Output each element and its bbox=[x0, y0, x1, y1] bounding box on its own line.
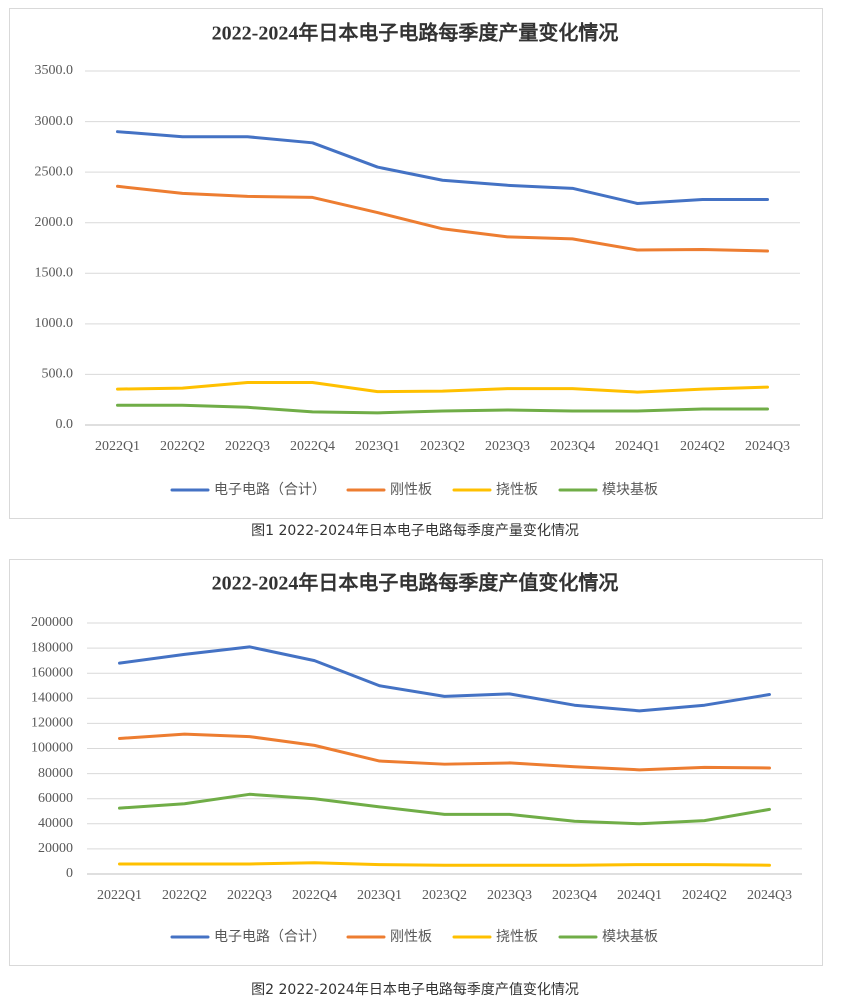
y-tick-label: 60000 bbox=[38, 791, 73, 806]
legend-label: 刚性板 bbox=[390, 482, 432, 498]
series-line bbox=[118, 792, 771, 826]
x-tick-label: 2022Q2 bbox=[162, 888, 207, 903]
y-tick-label: 180000 bbox=[31, 640, 73, 655]
chart-frame bbox=[9, 8, 823, 519]
x-tick-label: 2024Q2 bbox=[680, 439, 725, 454]
y-tick-label: 100000 bbox=[31, 741, 73, 756]
y-tick-label: 120000 bbox=[31, 716, 73, 731]
y-tick-label: 160000 bbox=[31, 665, 73, 680]
x-tick-label: 2022Q1 bbox=[97, 888, 142, 903]
x-tick-label: 2024Q1 bbox=[615, 439, 660, 454]
y-tick-label: 200000 bbox=[31, 615, 73, 630]
y-tick-label: 80000 bbox=[38, 766, 73, 781]
x-tick-label: 2022Q3 bbox=[225, 439, 270, 454]
x-tick-label: 2023Q4 bbox=[550, 439, 595, 454]
x-tick-label: 2024Q3 bbox=[745, 439, 790, 454]
y-tick-label: 140000 bbox=[31, 691, 73, 706]
x-tick-label: 2024Q2 bbox=[682, 888, 727, 903]
x-tick-label: 2022Q2 bbox=[160, 439, 205, 454]
y-tick-label: 20000 bbox=[38, 841, 73, 856]
chart-title: 2022-2024年日本电子电路每季度产量变化情况 bbox=[212, 21, 619, 45]
x-tick-label: 2022Q1 bbox=[95, 439, 140, 454]
y-tick-label: 2000.0 bbox=[35, 215, 74, 230]
x-tick-label: 2023Q2 bbox=[420, 439, 465, 454]
x-tick-label: 2022Q3 bbox=[227, 888, 272, 903]
x-tick-label: 2023Q1 bbox=[355, 439, 400, 454]
y-tick-label: 0 bbox=[66, 866, 73, 881]
legend-label: 挠性板 bbox=[496, 929, 538, 945]
y-tick-label: 3000.0 bbox=[35, 114, 74, 129]
x-tick-label: 2022Q4 bbox=[292, 888, 337, 903]
x-tick-label: 2023Q4 bbox=[552, 888, 597, 903]
chart-title: 2022-2024年日本电子电路每季度产值变化情况 bbox=[212, 571, 619, 595]
x-tick-label: 2024Q1 bbox=[617, 888, 662, 903]
y-tick-label: 3500.0 bbox=[35, 63, 74, 78]
y-tick-label: 1000.0 bbox=[35, 316, 74, 331]
x-tick-label: 2023Q3 bbox=[487, 888, 532, 903]
series-line bbox=[116, 184, 769, 253]
y-tick-label: 500.0 bbox=[42, 367, 74, 382]
x-tick-label: 2023Q3 bbox=[485, 439, 530, 454]
legend-label: 模块基板 bbox=[602, 928, 658, 945]
legend-label: 刚性板 bbox=[390, 929, 432, 945]
legend-label: 电子电路（合计） bbox=[214, 482, 326, 498]
legend-label: 挠性板 bbox=[496, 482, 538, 498]
series-line bbox=[116, 130, 769, 205]
series-line bbox=[118, 861, 771, 867]
caption: 图2 2022-2024年日本电子电路每季度产值变化情况 bbox=[251, 982, 579, 998]
caption: 图1 2022-2024年日本电子电路每季度产量变化情况 bbox=[251, 523, 579, 539]
legend-label: 模块基板 bbox=[602, 481, 658, 498]
series-line bbox=[116, 403, 769, 415]
series-line bbox=[116, 381, 769, 394]
x-tick-label: 2023Q1 bbox=[357, 888, 402, 903]
x-tick-label: 2023Q2 bbox=[422, 888, 467, 903]
y-tick-label: 0.0 bbox=[56, 417, 74, 432]
series-line bbox=[118, 645, 771, 713]
y-tick-label: 1500.0 bbox=[35, 266, 74, 281]
legend-label: 电子电路（合计） bbox=[214, 929, 326, 945]
x-tick-label: 2022Q4 bbox=[290, 439, 335, 454]
y-tick-label: 2500.0 bbox=[35, 164, 74, 179]
y-tick-label: 40000 bbox=[38, 816, 73, 831]
series-line bbox=[118, 732, 771, 772]
x-tick-label: 2024Q3 bbox=[747, 888, 792, 903]
